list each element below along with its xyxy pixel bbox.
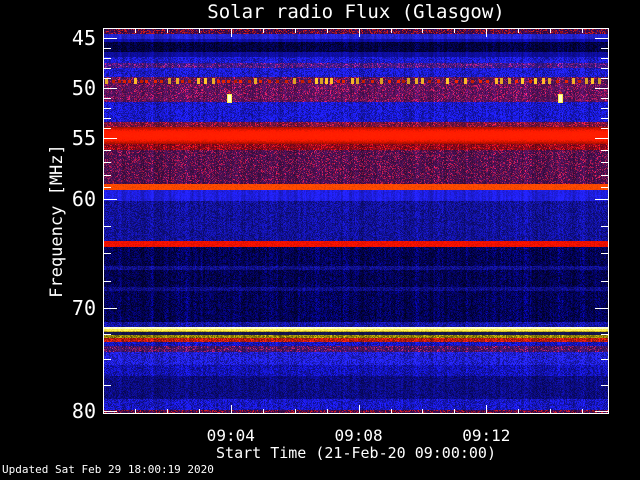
y-tick-label: 60 (71, 186, 96, 211)
y-tick-label: 45 (71, 26, 96, 51)
y-tick-label: 80 (71, 398, 96, 423)
spectrogram-canvas (103, 28, 609, 414)
y-axis-title: Frequency [MHz] (47, 144, 67, 298)
y-tick-label: 50 (71, 76, 96, 101)
updated-timestamp: Updated Sat Feb 29 18:00:19 2020 (2, 463, 214, 476)
chart-title: Solar radio Flux (Glasgow) (207, 1, 505, 23)
x-tick-label: 09:04 (206, 426, 255, 445)
y-tick-label: 70 (71, 295, 96, 320)
y-tick-label: 55 (71, 126, 96, 151)
x-tick-label: 09:12 (462, 426, 511, 445)
x-tick-label: 09:08 (334, 426, 383, 445)
x-axis-title: Start Time (21-Feb-20 09:00:00) (216, 444, 496, 462)
x-axis-tick-labels: 09:04 09:08 09:12 (103, 420, 609, 445)
y-axis-tick-labels: 45 50 55 60 70 80 (0, 26, 100, 423)
